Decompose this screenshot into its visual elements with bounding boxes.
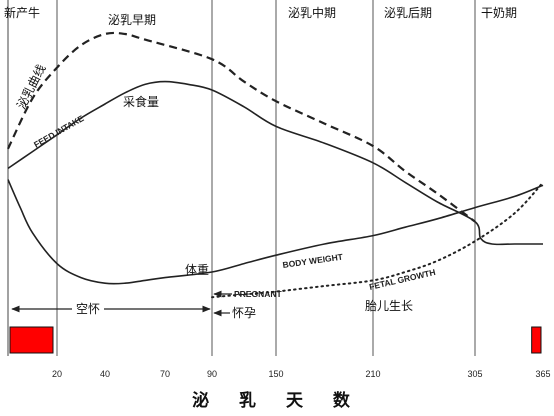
annotations: 空怀 PREGNANT 怀孕: [11, 289, 283, 320]
dry-period-markers: [9, 326, 542, 354]
milk-curve: [7, 31, 476, 223]
feed-intake-curve: [7, 80, 543, 246]
stage-label-2: 泌乳中期: [288, 5, 336, 20]
x-tick-40: 40: [100, 369, 110, 379]
label-body-weight-cn: 体重: [185, 263, 209, 277]
x-tick-labels: 20 40 70 90 150 210 305 365: [52, 369, 551, 379]
label-pregnant-en: PREGNANT: [234, 289, 283, 299]
fetal-growth-curve: [211, 181, 544, 299]
series-lines: [7, 31, 544, 299]
label-pregnant-cn: 怀孕: [232, 306, 256, 320]
label-feed-intake-en: FEED INTAKE: [32, 113, 86, 150]
label-open: 空怀: [76, 302, 100, 316]
red-marker-1: [531, 326, 542, 354]
label-body-weight-en: BODY WEIGHT: [282, 252, 344, 270]
label-fetal-growth-cn: 胎儿生长: [365, 299, 413, 313]
x-tick-365: 365: [535, 369, 550, 379]
label-fetal-growth-en: FETAL GROWTH: [368, 267, 436, 292]
body-weight-curve: [7, 179, 544, 285]
chart-labels: 新产牛泌乳早期 泌乳中期 泌乳后期 干奶期泌乳曲线FEED INTAKE 采食量体重 BO…: [4, 5, 517, 313]
stage-label-3: 泌乳后期: [384, 6, 432, 20]
x-tick-70: 70: [160, 369, 170, 379]
x-tick-90: 90: [207, 369, 217, 379]
x-tick-305: 305: [467, 369, 482, 379]
red-marker-0: [9, 326, 54, 354]
x-tick-20: 20: [52, 369, 62, 379]
stage-label-0: 新产牛: [4, 5, 40, 20]
label-milk-curve: 泌乳曲线: [14, 62, 48, 111]
stage-label-4: 干奶期: [481, 6, 517, 20]
label-feed-intake-cn: 采食量: [123, 94, 159, 109]
x-axis-label: 泌 乳 天 数: [192, 391, 362, 411]
x-tick-150: 150: [268, 369, 283, 379]
x-tick-210: 210: [365, 369, 380, 379]
stage-label-1: 泌乳早期: [108, 13, 156, 27]
